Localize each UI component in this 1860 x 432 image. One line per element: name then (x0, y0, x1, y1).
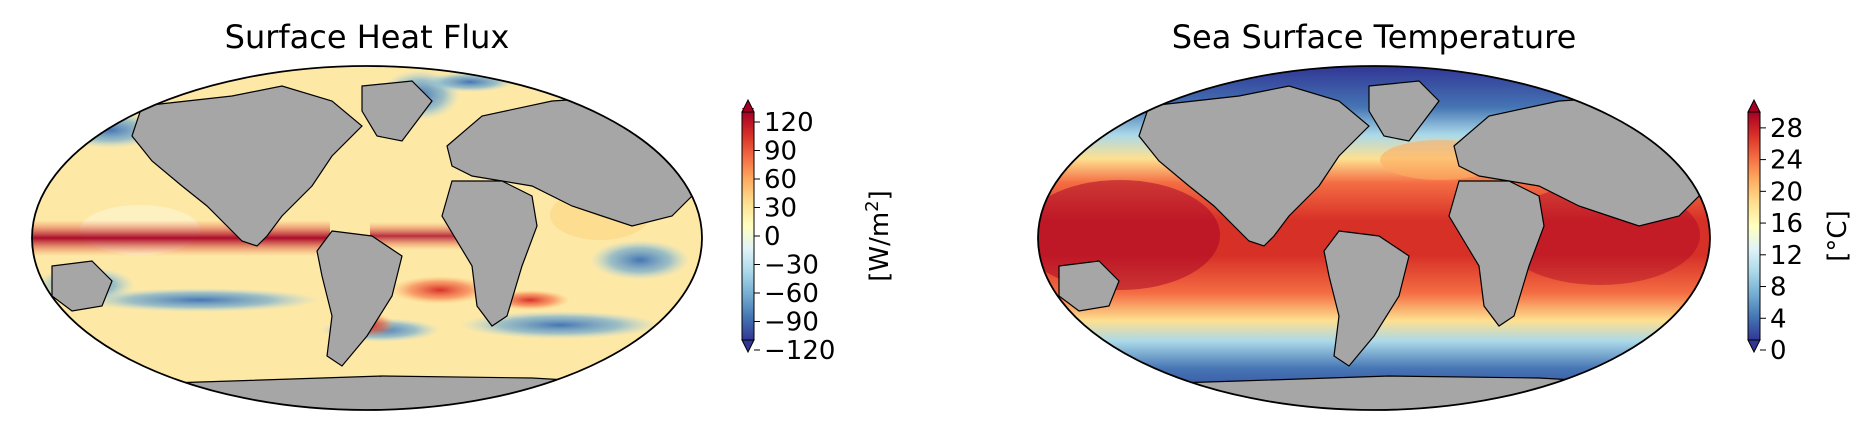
colorbar-tick-label: −30 (764, 251, 819, 281)
colorbar-tick-label: 0 (764, 222, 781, 252)
colorbar-tick-label: 90 (764, 137, 797, 167)
colorbar-tick-label: −60 (764, 279, 819, 309)
colorbar-tick-label: 120 (764, 108, 814, 138)
colorbar-label: [W/m2] (862, 190, 895, 282)
colorbar-tick-label: 12 (1770, 241, 1803, 271)
colorbar-tick-label: 8 (1770, 273, 1787, 303)
panel-title: Surface Heat Flux (225, 18, 510, 56)
colorbar-tick-label: 16 (1770, 209, 1803, 239)
colorbar-tick-label: 20 (1770, 177, 1803, 207)
sea-surface-temperature-map (1037, 65, 1711, 411)
colorbar-label: [°C] (1823, 210, 1853, 261)
colorbar-tick-label: 28 (1770, 114, 1803, 144)
colorbar-tick-label: 4 (1770, 304, 1787, 334)
colorbar-tick-label: 24 (1770, 146, 1803, 176)
colorbar-tick-label: −120 (764, 336, 835, 366)
panel-title: Sea Surface Temperature (1172, 18, 1577, 56)
colorbar-tick-label: −90 (764, 308, 819, 338)
heat-flux-map (31, 65, 703, 411)
colorbar-tick-label: 60 (764, 165, 797, 195)
colorbar-tick-label: 0 (1770, 336, 1787, 366)
colorbar-tick-label: 30 (764, 194, 797, 224)
